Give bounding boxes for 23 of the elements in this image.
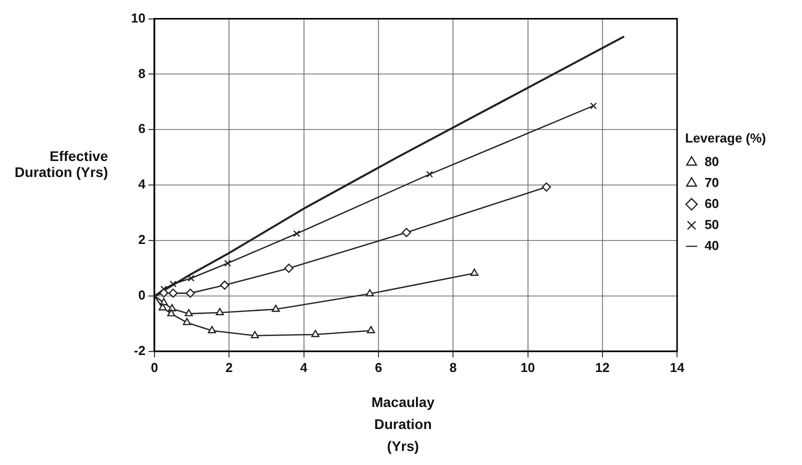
x-tick-label: 12: [595, 360, 610, 375]
legend-title: Leverage (%): [685, 130, 766, 146]
x-tick-label: 6: [374, 360, 382, 375]
x-axis-title: Macaulay Duration (Yrs): [370, 393, 436, 456]
y-tick-label: 2: [138, 232, 146, 248]
y-tick-label: 4: [138, 176, 146, 192]
legend-label: 70: [704, 174, 720, 190]
y-tick-label: 10: [130, 10, 146, 26]
legend-label: 60: [704, 196, 720, 211]
legend-label: 50: [704, 216, 720, 232]
x-tick-label: 4: [300, 360, 308, 375]
y-axis-title: Effective Duration (Yrs): [14, 148, 108, 180]
x-tick-label: 10: [520, 360, 535, 375]
x-tick-label: 0: [150, 360, 158, 375]
legend-label: 40: [704, 238, 720, 253]
legend-label: 80: [704, 154, 720, 169]
y-tick-label: 6: [138, 121, 146, 136]
y-tick-label: 8: [138, 66, 146, 81]
x-tick-label: 14: [670, 360, 686, 375]
y-tick-label: 0: [138, 288, 146, 303]
y-tick-label: -2: [134, 342, 146, 358]
x-tick-label: 2: [226, 360, 233, 375]
x-tick-label: 8: [449, 360, 457, 375]
